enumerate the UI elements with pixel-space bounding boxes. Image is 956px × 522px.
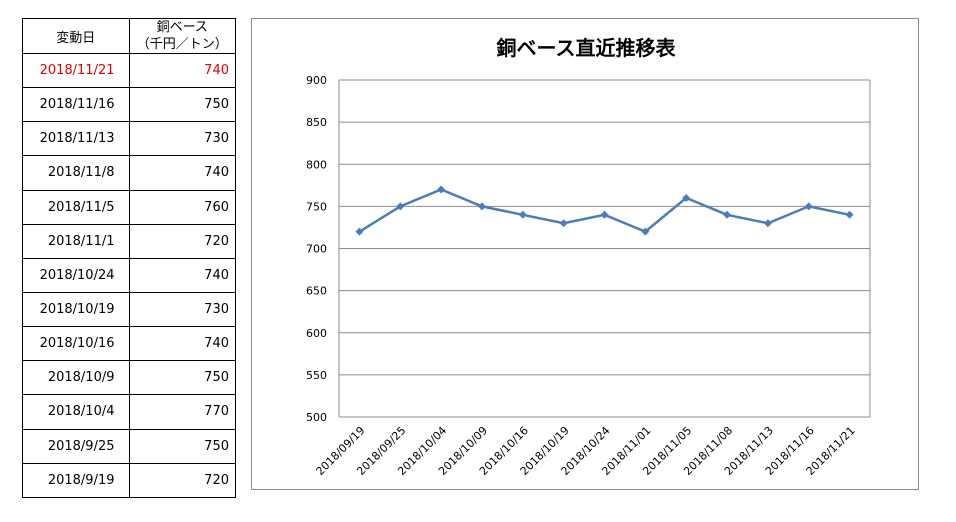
- table-row: 2018/11/5 760: [22, 189, 236, 225]
- table-body: 2018/11/21 740 2018/11/16 750 2018/11/13 730 2…: [22, 52, 236, 499]
- date-cell: 2018/9/25: [22, 428, 130, 464]
- data-point: [559, 219, 568, 228]
- data-point: [804, 202, 813, 211]
- price-cell: 720: [128, 462, 236, 499]
- date-cell: 2018/10/9: [22, 360, 130, 396]
- price-cell: 750: [128, 360, 236, 396]
- table-row: 2018/10/24 740: [22, 257, 236, 293]
- data-point: [845, 210, 854, 219]
- data-point: [396, 202, 405, 211]
- data-point: [600, 210, 609, 219]
- y-tick-label: 800: [306, 158, 327, 171]
- table-row: 2018/10/16 740: [22, 326, 236, 362]
- price-cell: 730: [128, 291, 236, 328]
- table-row: 2018/9/19 720: [22, 462, 236, 499]
- price-cell: 750: [128, 87, 236, 123]
- table-row: 2018/11/8 740: [22, 155, 236, 191]
- date-cell: 2018/10/4: [22, 394, 130, 430]
- date-cell: 2018/10/24: [22, 257, 130, 293]
- table-row: 2018/9/25 750: [22, 428, 236, 464]
- y-tick-label: 700: [306, 243, 327, 256]
- series-line: [358, 188, 850, 234]
- data-point: [477, 202, 486, 211]
- y-tick-label: 600: [306, 327, 327, 340]
- y-tick-label: 650: [306, 285, 327, 298]
- chart-panel: 銅ベース直近推移表 500 550 600 650 700 750 800 850 900 2018…: [251, 18, 919, 490]
- y-tick-label: 900: [306, 74, 327, 87]
- data-point: [682, 193, 691, 202]
- table-row: 2018/10/19 730: [22, 291, 236, 328]
- y-tick-label: 500: [306, 411, 327, 424]
- date-cell: 2018/11/8: [22, 155, 130, 191]
- price-cell: 750: [128, 428, 236, 464]
- price-table: 変動日 銅ベース （千円／トン） 2018/11/21 740 2018/11/16…: [22, 18, 236, 499]
- data-point: [518, 210, 527, 219]
- line-chart: 銅ベース直近推移表5005506006507007508008509002018…: [306, 36, 871, 478]
- table-row: 2018/11/16 750: [22, 87, 236, 123]
- table-row: 2018/10/4 770: [22, 394, 236, 430]
- price-cell: 740: [128, 155, 236, 191]
- price-cell: 740: [128, 257, 236, 293]
- date-cell: 2018/11/16: [22, 87, 130, 123]
- price-cell: 730: [128, 121, 236, 157]
- date-cell: 2018/11/1: [22, 223, 130, 259]
- price-cell: 740: [128, 52, 236, 89]
- chart-title: 銅ベース直近推移表: [497, 36, 677, 60]
- price-cell: 760: [128, 189, 236, 225]
- data-point: [723, 210, 732, 219]
- price-cell: 770: [128, 394, 236, 430]
- header-price-line2: （千円／トン）: [136, 37, 228, 52]
- table-row: 2018/11/13 730: [22, 121, 236, 157]
- date-cell: 2018/10/16: [22, 326, 130, 362]
- header-date: 変動日: [22, 18, 130, 54]
- date-cell: 2018/11/13: [22, 121, 130, 157]
- table-row: 2018/10/9 750: [22, 360, 236, 396]
- header-price: 銅ベース （千円／トン）: [128, 18, 236, 54]
- price-cell: 720: [128, 223, 236, 259]
- price-cell: 740: [128, 326, 236, 362]
- y-tick-label: 850: [306, 116, 327, 129]
- table-header-row: 変動日 銅ベース （千円／トン）: [22, 18, 236, 54]
- data-point: [437, 185, 446, 194]
- data-point: [355, 227, 364, 236]
- date-cell: 2018/10/19: [22, 291, 130, 328]
- data-point: [641, 227, 650, 236]
- table-row: 2018/11/21 740: [22, 52, 236, 89]
- date-cell: 2018/11/5: [22, 189, 130, 225]
- header-price-line1: 銅ベース: [156, 20, 208, 35]
- date-cell: 2018/9/19: [22, 462, 130, 499]
- y-tick-label: 750: [306, 200, 327, 213]
- data-point: [763, 219, 772, 228]
- date-cell: 2018/11/21: [22, 52, 130, 89]
- y-tick-label: 550: [306, 369, 327, 382]
- table-row: 2018/11/1 720: [22, 223, 236, 259]
